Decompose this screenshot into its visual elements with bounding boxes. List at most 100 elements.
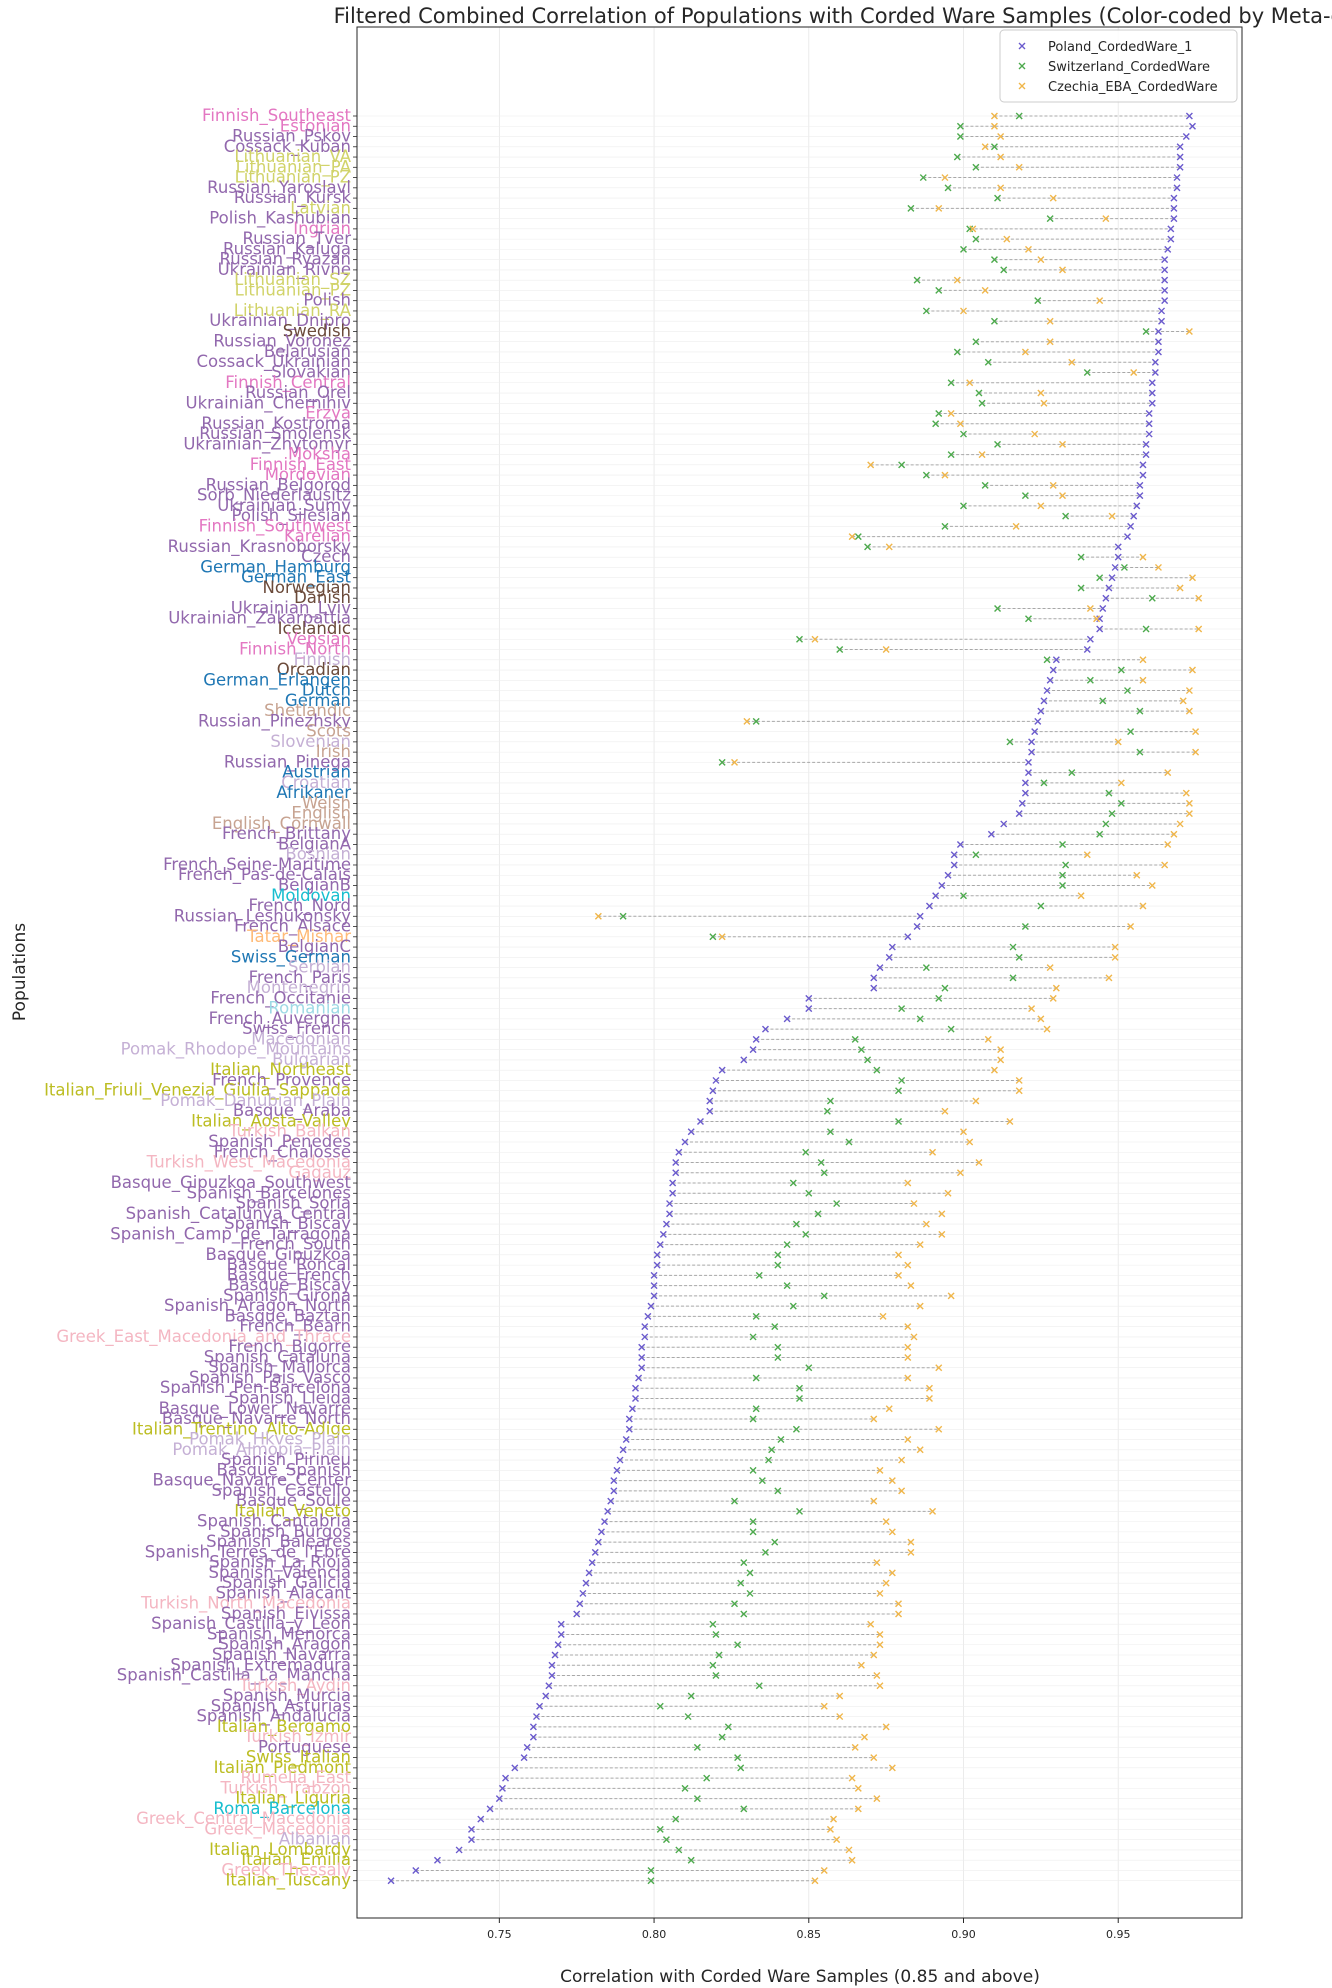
data-point — [712, 1672, 720, 1680]
data-point — [1158, 317, 1166, 325]
x-tick-label: 0.95 — [1106, 1928, 1131, 1941]
data-point — [1059, 266, 1067, 274]
data-point — [1182, 133, 1190, 141]
population-label: Spanish_Soria — [236, 1194, 351, 1214]
data-point — [1164, 840, 1172, 848]
data-point — [687, 1856, 695, 1864]
population-label: French_Bigorre — [228, 1337, 351, 1357]
data-point — [1000, 266, 1008, 274]
population-label: Spanish_La_Rioja — [209, 1553, 351, 1573]
data-point — [1188, 666, 1196, 674]
data-point — [1018, 799, 1026, 807]
data-point — [1000, 820, 1008, 828]
data-point — [885, 1405, 893, 1413]
data-point — [1059, 492, 1067, 500]
data-point — [826, 1097, 834, 1105]
population-label: Greek_Macedonia — [204, 1819, 351, 1839]
population-label: Spanish_Navarra — [212, 1645, 351, 1665]
data-point — [675, 1148, 683, 1156]
data-point — [433, 1856, 441, 1864]
data-point — [601, 1518, 609, 1526]
data-point — [1108, 810, 1116, 818]
data-point — [662, 1220, 670, 1228]
data-point — [774, 1261, 782, 1269]
data-point — [802, 1230, 810, 1238]
data-point — [650, 1292, 658, 1300]
data-point — [1059, 882, 1067, 889]
data-point — [876, 1589, 884, 1597]
data-point — [888, 1477, 896, 1485]
data-point — [768, 1446, 776, 1454]
data-point — [656, 1825, 664, 1833]
data-point — [969, 225, 977, 233]
data-point — [523, 1743, 531, 1751]
data-point — [1096, 830, 1104, 838]
data-point — [709, 933, 717, 941]
data-point — [616, 1456, 624, 1464]
data-point — [1176, 143, 1184, 151]
data-point — [956, 133, 964, 141]
data-point — [1102, 820, 1110, 828]
data-point — [987, 830, 995, 838]
data-point — [1170, 194, 1178, 202]
data-point — [755, 1682, 763, 1690]
population-label: Slovakian — [271, 363, 351, 382]
data-point — [864, 1056, 872, 1064]
data-point — [895, 1600, 903, 1608]
population-label: French_Alsace — [234, 917, 351, 937]
data-point — [1040, 399, 1048, 407]
data-point — [737, 1579, 745, 1587]
x-tick-label: 0.85 — [797, 1928, 822, 1941]
data-point — [1164, 245, 1172, 253]
population-label: Spanish_Menorca — [207, 1624, 351, 1644]
data-point — [771, 1323, 779, 1331]
data-markers — [387, 112, 1203, 1885]
population-label: Russian_Kursk — [234, 188, 352, 208]
population-label: Spanish_Asturias — [211, 1696, 351, 1716]
data-point — [1037, 1015, 1045, 1023]
population-label: Russian_Kostroma — [201, 414, 351, 434]
population-label: Basque_Navarre_North — [162, 1409, 351, 1429]
data-point — [907, 1538, 915, 1546]
data-point — [960, 307, 967, 315]
data-point — [1133, 871, 1141, 879]
data-point — [542, 1692, 550, 1700]
population-label: Vepsian — [287, 629, 351, 648]
data-point — [1117, 779, 1125, 787]
data-point — [857, 1661, 865, 1669]
population-label: Greek_Thessaly — [221, 1860, 351, 1880]
data-point — [669, 1179, 677, 1187]
data-point — [935, 1425, 943, 1433]
data-point — [1148, 389, 1156, 397]
data-point — [984, 1035, 992, 1043]
data-point — [1093, 615, 1101, 623]
data-point — [1040, 697, 1048, 705]
data-point — [752, 717, 760, 725]
data-point — [1049, 194, 1057, 202]
population-label: Basque_French — [227, 1265, 351, 1285]
data-point — [1127, 728, 1135, 736]
data-point — [904, 1261, 912, 1269]
data-point — [656, 1241, 664, 1249]
data-point — [613, 1466, 621, 1474]
data-point — [746, 1589, 754, 1597]
data-point — [1077, 553, 1085, 561]
data-point — [1145, 430, 1153, 438]
data-point — [956, 122, 964, 130]
data-point — [622, 1436, 630, 1444]
population-label: Italian_Trentino_Alto-Adige — [132, 1419, 351, 1439]
data-point — [1139, 461, 1147, 469]
data-point — [1167, 225, 1175, 233]
data-point — [529, 1723, 537, 1731]
data-point — [922, 964, 930, 972]
data-point — [1099, 697, 1107, 705]
data-point — [625, 1415, 633, 1423]
data-point — [1173, 174, 1181, 182]
data-point — [904, 1436, 912, 1444]
data-point — [836, 1692, 844, 1700]
data-point — [619, 1446, 627, 1454]
data-point — [666, 1210, 674, 1218]
data-point — [783, 1241, 791, 1249]
data-point — [960, 502, 967, 510]
data-point — [1185, 799, 1193, 807]
